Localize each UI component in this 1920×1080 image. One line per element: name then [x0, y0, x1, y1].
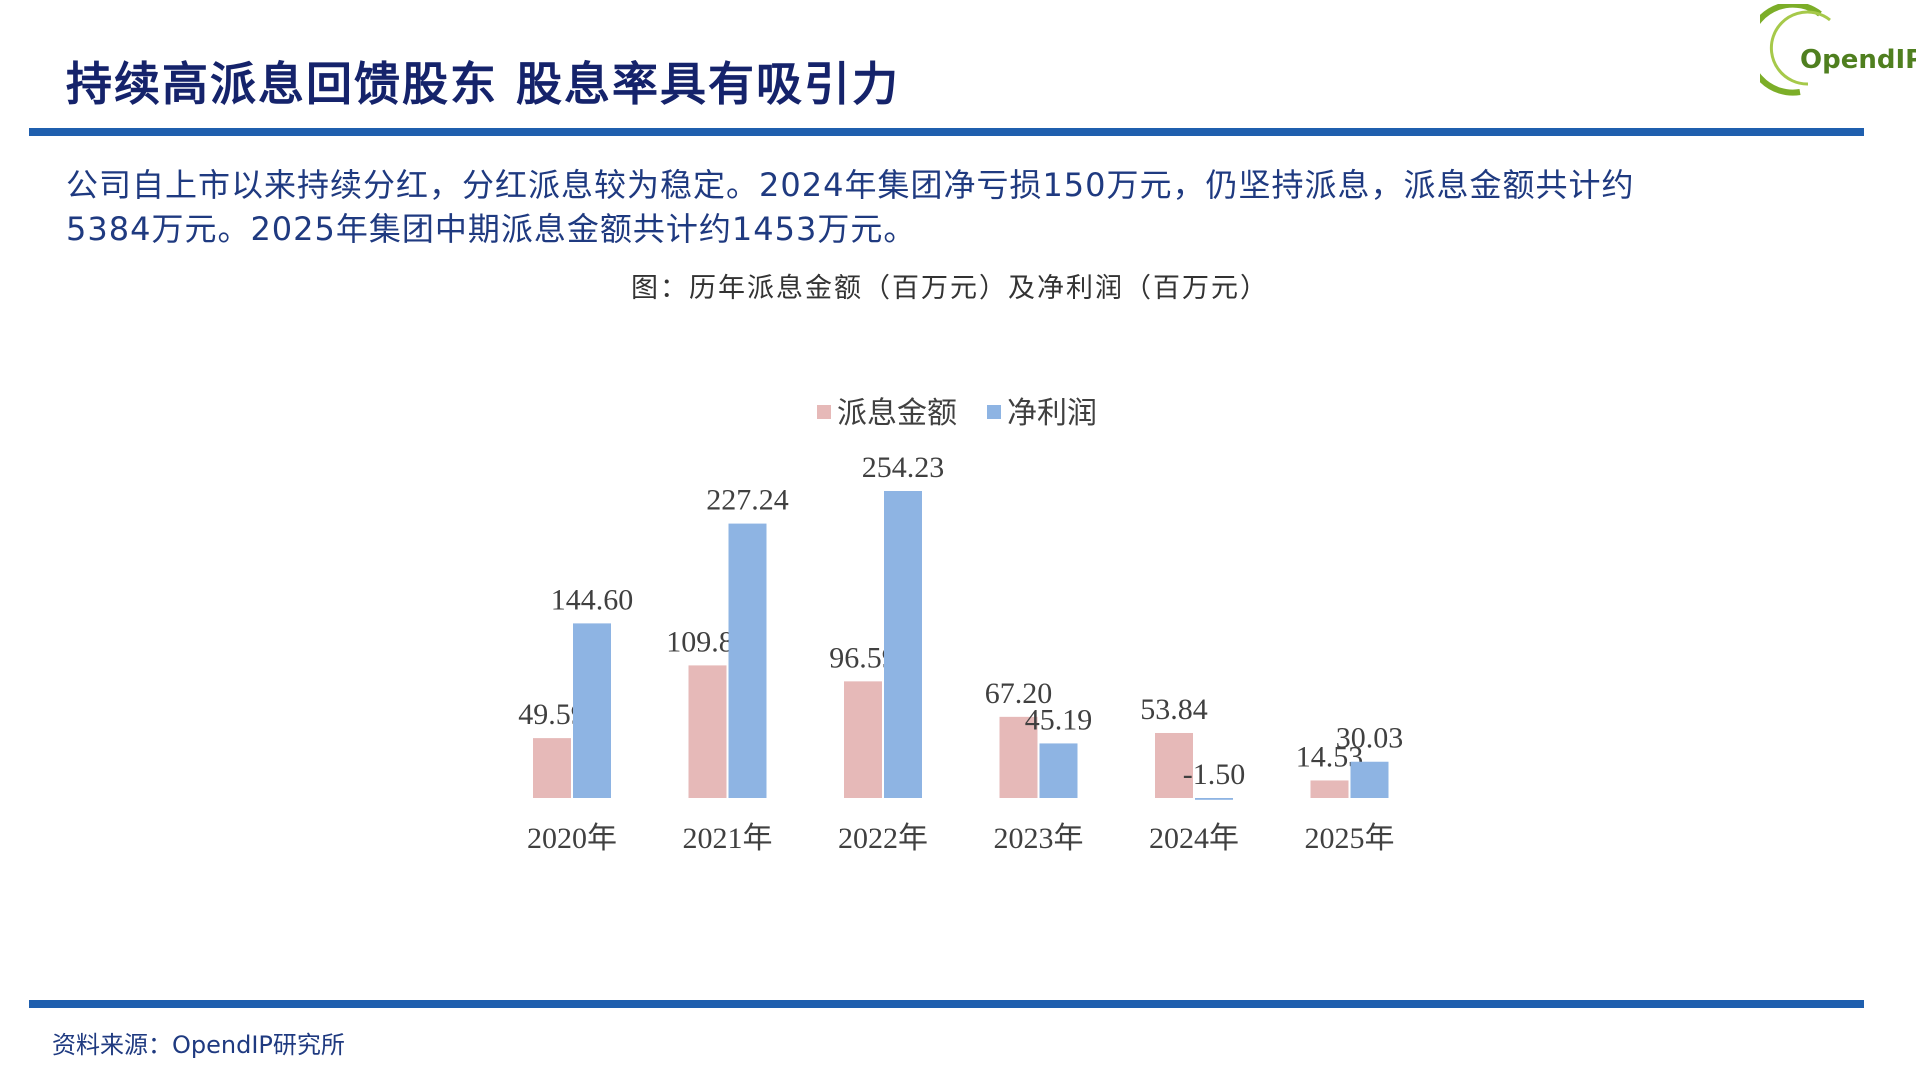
- bar: [1039, 743, 1078, 798]
- slide-title: 持续高派息回馈股东 股息率具有吸引力: [66, 57, 901, 111]
- legend-label: 净利润: [1007, 397, 1097, 430]
- logo-arc: [1760, 4, 1822, 96]
- bar: [1350, 761, 1389, 798]
- value-label: 227.24: [706, 484, 789, 517]
- chart-caption: 图：历年派息金额（百万元）及净利润（百万元）: [631, 273, 1269, 304]
- value-label: 67.20: [985, 677, 1053, 710]
- x-tick-label: 2024年: [1149, 822, 1239, 855]
- source-note: 资料来源：OpendIP研究所: [52, 1031, 345, 1059]
- bar: [844, 681, 882, 798]
- header-rule: [29, 128, 1864, 136]
- x-tick-label: 2023年: [994, 822, 1084, 855]
- bar: [884, 491, 922, 798]
- bar: [1310, 780, 1349, 798]
- bar: [999, 716, 1038, 798]
- x-tick-label: 2021年: [683, 822, 773, 855]
- value-label: 144.60: [551, 583, 634, 616]
- logo-text: OpendIP: [1800, 45, 1916, 75]
- value-label: 45.19: [1025, 703, 1093, 736]
- bar: [688, 665, 727, 798]
- legend-swatch: [817, 405, 831, 419]
- footer-rule: [29, 1000, 1864, 1008]
- bar: [1195, 798, 1233, 800]
- logo-arc: [1769, 10, 1831, 86]
- value-label: 53.84: [1140, 693, 1208, 726]
- legend-label: 派息金额: [837, 397, 957, 430]
- chart: 派息金额 净利润2020年49.59144.602021年109.81227.24…: [518, 397, 1404, 855]
- value-label: -1.50: [1183, 758, 1246, 791]
- bar: [728, 523, 767, 798]
- legend-swatch: [987, 405, 1001, 419]
- bar: [533, 738, 571, 798]
- x-tick-label: 2022年: [838, 822, 928, 855]
- description-line: 公司自上市以来持续分红，分红派息较为稳定。2024年集团净亏损150万元，仍坚持…: [66, 166, 1635, 204]
- x-tick-label: 2025年: [1305, 822, 1395, 855]
- description-line: 5384万元。2025年集团中期派息金额共计约1453万元。: [66, 210, 917, 248]
- logo: OpendIP: [1760, 4, 1916, 96]
- x-tick-label: 2020年: [527, 822, 617, 855]
- value-label: 254.23: [862, 451, 945, 484]
- bar: [1155, 732, 1193, 798]
- value-label: 30.03: [1336, 722, 1404, 755]
- bar: [573, 623, 611, 798]
